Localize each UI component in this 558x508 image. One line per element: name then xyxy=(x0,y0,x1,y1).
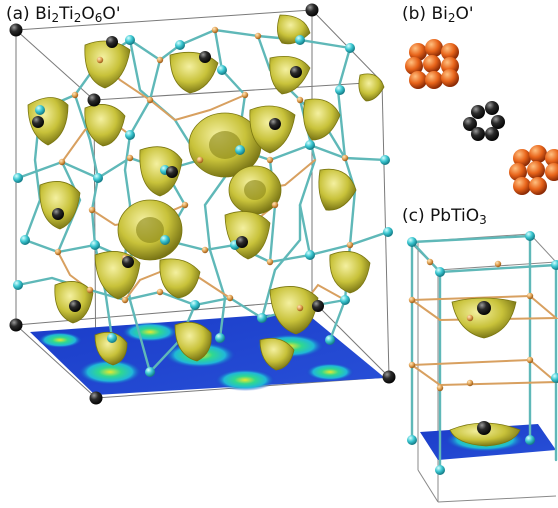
panel-c-o-atoms xyxy=(408,258,534,392)
panel-c-formula: PbTiO3 xyxy=(430,206,487,227)
orange-cluster-top xyxy=(405,39,459,89)
panel-c-structure xyxy=(407,231,558,503)
bi-atoms xyxy=(9,3,396,405)
panel-c-box xyxy=(409,233,557,503)
panel-b-formula: Bi2O' xyxy=(431,4,474,25)
panel-a-label: (a) Bi2Ti2O6O' xyxy=(6,4,121,25)
panel-a-formula: Bi2Ti2O6O' xyxy=(35,4,121,25)
ti-atoms xyxy=(13,35,393,377)
panel-b-tag: (b) xyxy=(402,4,427,24)
lobe-cavities xyxy=(136,131,266,243)
isosurface-lobes xyxy=(27,14,385,371)
panel-b-label: (b) Bi2O' xyxy=(402,4,474,25)
panel-c-tag: (c) xyxy=(402,206,425,226)
panel-c-pb-atoms xyxy=(477,301,491,435)
panel-b-clusters xyxy=(405,39,558,195)
panel-a-structure xyxy=(9,3,396,405)
black-cluster-center xyxy=(463,101,505,141)
orange-cluster-bottom xyxy=(509,145,558,195)
charge-density-slice xyxy=(30,312,385,395)
panel-c-label: (c) PbTiO3 xyxy=(402,206,487,227)
panel-c-bonds xyxy=(410,234,558,472)
panel-c-ti-atoms xyxy=(407,231,558,475)
panel-a-tag: (a) xyxy=(6,4,30,24)
